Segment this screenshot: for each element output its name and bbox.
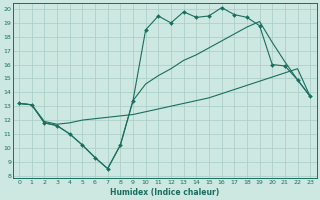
X-axis label: Humidex (Indice chaleur): Humidex (Indice chaleur) bbox=[110, 188, 219, 197]
